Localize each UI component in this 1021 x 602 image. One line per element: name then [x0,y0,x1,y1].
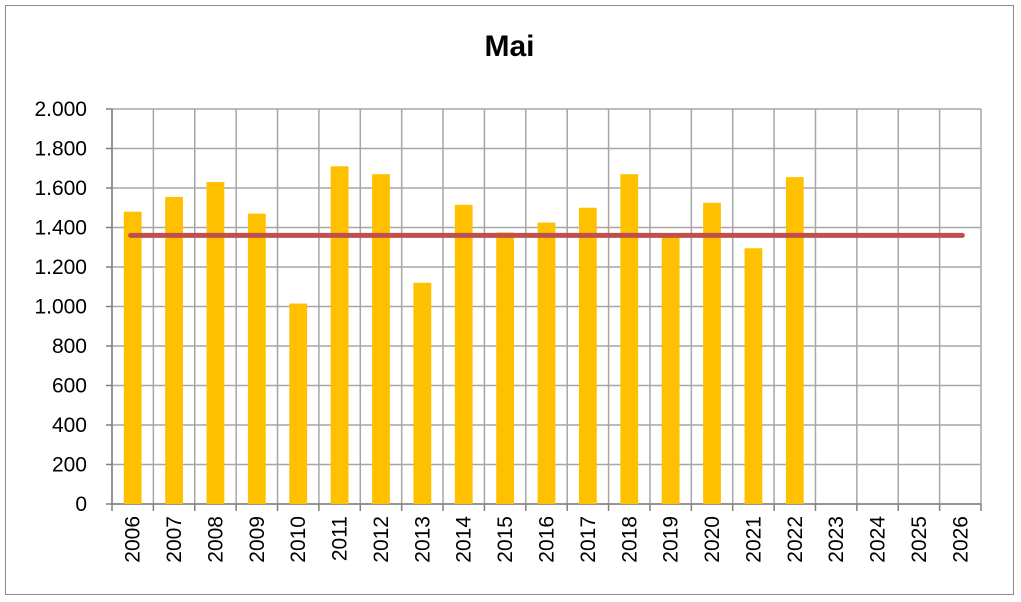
y-tick-label: 0 [75,493,87,516]
x-tick-label: 2006 [122,516,145,563]
x-tick-label: 2010 [287,516,310,563]
bar [206,182,225,504]
bar [620,174,639,505]
bar [413,282,432,504]
chart-title: Mai [484,30,535,63]
y-tick-label: 1.400 [34,217,87,240]
bar [289,303,308,504]
x-tick-label: 2025 [908,516,931,563]
bar [330,166,349,504]
y-tick-label: 1.200 [34,256,87,279]
x-tick-label: 2015 [494,516,517,563]
bar [703,202,721,504]
x-tick-label: 2012 [370,516,393,563]
y-tick-label: 200 [52,454,87,477]
bar [496,232,515,504]
y-tick-label: 800 [52,335,87,358]
x-tick-label: 2017 [577,516,600,563]
y-tick-label: 600 [52,375,87,398]
y-tick-label: 400 [52,414,87,437]
x-tick-label: 2018 [618,516,641,563]
bar [785,177,804,504]
x-tick-label: 2014 [453,516,476,563]
bar [661,236,680,504]
y-tick-label: 1.600 [34,177,87,200]
bar [578,207,597,504]
x-tick-label: 2026 [949,516,972,563]
x-tick-label: 2009 [246,516,269,563]
bar [247,213,266,505]
y-tick-label: 2.000 [34,98,87,121]
x-tick-label: 2023 [825,516,848,563]
x-tick-label: 2011 [329,516,352,561]
x-tick-label: 2019 [660,516,683,563]
bar [165,196,183,504]
bar [123,211,142,504]
x-tick-label: 2020 [701,516,724,563]
bar [537,222,556,504]
bar [744,248,763,504]
x-tick-label: 2007 [163,516,186,563]
bar [372,174,390,505]
y-tick-label: 1.800 [34,138,87,161]
bar [454,204,473,504]
x-tick-label: 2022 [784,516,807,563]
x-tick-label: 2013 [411,516,434,563]
x-tick-label: 2008 [204,516,227,563]
x-tick-label: 2016 [536,516,559,563]
y-tick-label: 1.000 [34,296,87,319]
x-tick-label: 2021 [742,516,765,563]
x-tick-label: 2024 [867,516,890,563]
